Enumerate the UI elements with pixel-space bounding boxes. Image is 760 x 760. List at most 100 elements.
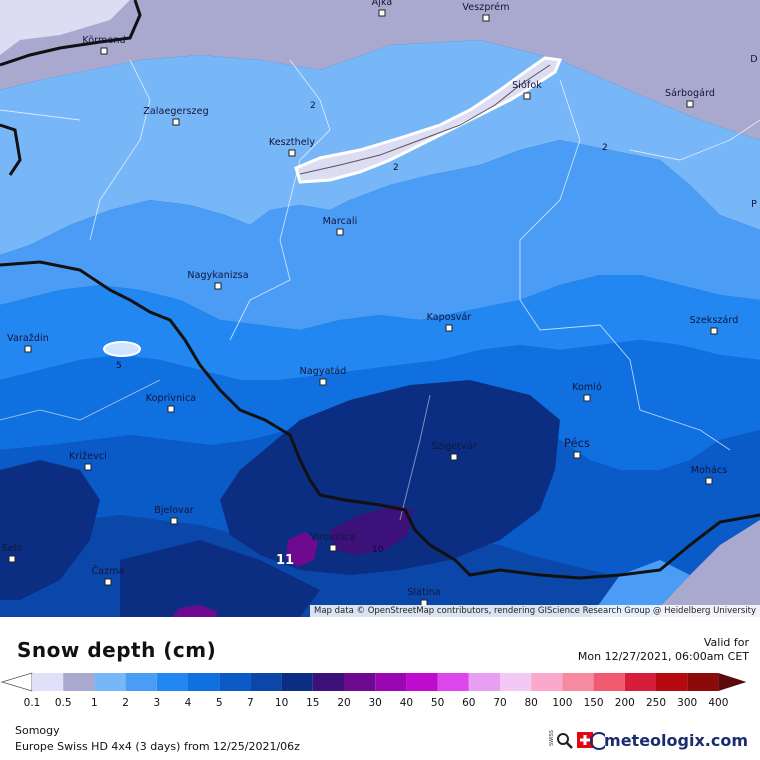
scale-swatch: [250, 673, 282, 691]
scale-underflow-arrow: [0, 672, 33, 692]
scale-swatch: [63, 673, 95, 691]
scale-tick-label: 250: [645, 697, 667, 709]
city-marker: [583, 394, 591, 402]
scale-swatch: [344, 673, 376, 691]
model-info: Europe Swiss HD 4x4 (3 days) from 12/25/…: [15, 740, 300, 753]
brand-name[interactable]: meteologix.com: [604, 731, 748, 750]
city-label: D: [750, 54, 758, 65]
city-label: Slatina: [407, 587, 441, 598]
city-marker: [705, 477, 713, 485]
city-marker: [573, 451, 581, 459]
county-border: [629, 119, 760, 161]
scale-swatch: [188, 673, 220, 691]
city-label: Mohács: [690, 465, 728, 476]
scale-swatch: [687, 673, 719, 691]
scale-tick-label: 30: [368, 697, 382, 709]
county-border: [519, 79, 731, 451]
scale-tick-label: 400: [708, 697, 729, 709]
scale-swatch: [156, 673, 188, 691]
valid-time: Mon 12/27/2021, 06:00am CET: [577, 650, 749, 663]
city-marker: [482, 14, 490, 22]
scale-swatch: [94, 673, 126, 691]
scale-swatch: [312, 673, 344, 691]
city-marker: [84, 463, 92, 471]
scale-tick-label: 0.5: [54, 697, 72, 709]
city-marker: [170, 517, 178, 525]
border-croatia-hungary: [0, 260, 760, 580]
city-marker: [445, 324, 453, 332]
map-attribution: Map data © OpenStreetMap contributors, r…: [310, 605, 760, 617]
city-marker: [319, 378, 327, 386]
zone-10cm: [220, 380, 560, 575]
zone-10cm-south: [120, 540, 320, 617]
scale-swatch: [656, 673, 688, 691]
zone-20cm-patch: [286, 532, 318, 567]
city-marker: [378, 9, 386, 17]
city-marker: [8, 555, 16, 563]
city-label: Bjelovar: [154, 505, 194, 516]
city-marker: [710, 327, 718, 335]
grey-zone-southeast: [650, 520, 760, 617]
scale-swatch: [531, 673, 563, 691]
scale-swatch: [125, 673, 157, 691]
city-label: Kaposvár: [426, 312, 472, 323]
lake-centerline: [299, 64, 551, 175]
scale-tick-label: 60: [462, 697, 476, 709]
scale-tick-label: 150: [583, 697, 604, 709]
city-label: Szekszárd: [689, 315, 739, 326]
lake-balaton: [294, 56, 563, 184]
city-label: Siófok: [512, 80, 542, 91]
zone-2cm-southeast: [590, 560, 690, 617]
city-label: Križevci: [69, 451, 107, 462]
scale-swatch: [593, 673, 625, 691]
city-marker: [686, 100, 694, 108]
light-zone-northwest: [0, 0, 130, 55]
scale-tick-label: 20: [337, 697, 351, 709]
city-marker: [214, 282, 222, 290]
snow-depth-map[interactable]: Ajka Veszprém Körmend Siófok Sárbogárd Zalaeg…: [0, 0, 760, 617]
scale-swatch: [468, 673, 500, 691]
scale-swatch: [281, 673, 313, 691]
contour-label: 5: [116, 361, 122, 371]
scale-swatch: [624, 673, 656, 691]
scale-tick-label: 4: [184, 697, 192, 709]
city-label: Veszprém: [462, 2, 510, 13]
city-marker: [167, 405, 175, 413]
county-border: [399, 394, 431, 521]
scale-tick-label: 1: [91, 697, 98, 709]
city-label: Zalaegerszeg: [143, 106, 209, 117]
county-border: [0, 379, 161, 421]
magnifier-icon: [557, 733, 569, 745]
city-label: Koprivnica: [145, 393, 197, 404]
city-marker: [288, 149, 296, 157]
city-label: Virovitica: [310, 532, 356, 543]
grey-zone-northeast: [560, 0, 760, 40]
scale-swatch: [406, 673, 438, 691]
city-label: Selo: [1, 543, 23, 554]
city-label: Ajka: [371, 0, 393, 8]
zone-15cm-virovitica: [330, 505, 413, 555]
region-name: Somogy: [15, 724, 60, 737]
city-label: Marcali: [322, 216, 358, 227]
scale-overflow-arrow: [718, 673, 747, 691]
contour-label: 2: [602, 143, 608, 153]
county-border: [229, 59, 331, 341]
scale-tick-label: 0.1: [23, 697, 41, 709]
scale-tick-label: 5: [215, 697, 223, 709]
magnifier-handle: [566, 742, 573, 749]
meteologix-logo-icon: [590, 732, 605, 750]
zone-10cm-west: [0, 460, 100, 600]
city-label: Čazma: [91, 566, 125, 577]
grey-zone-north: [0, 0, 760, 140]
scale-tick-label: 80: [524, 697, 538, 709]
border-slovenia: [0, 123, 22, 176]
scale-tick-label: 70: [493, 697, 507, 709]
scale-tick-label: 300: [677, 697, 698, 709]
city-label: Keszthely: [268, 137, 316, 148]
scale-tick-label: 2: [122, 697, 129, 709]
map-canvas: [0, 0, 760, 617]
border-austria-hungary: [0, 0, 142, 67]
scale-tick-label: 10: [274, 697, 289, 709]
city-marker: [104, 578, 112, 586]
city-label: Nagyatád: [299, 366, 347, 377]
